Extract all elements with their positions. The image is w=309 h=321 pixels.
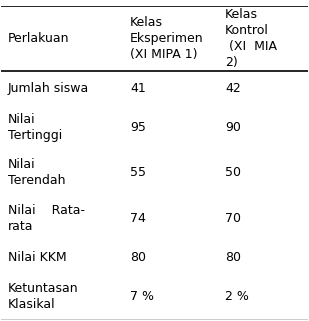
- Text: 7 %: 7 %: [130, 291, 154, 303]
- Text: Ketuntasan
Klasikal: Ketuntasan Klasikal: [7, 282, 78, 311]
- Text: Kelas
Kontrol
 (XI  MIA
2): Kelas Kontrol (XI MIA 2): [225, 8, 277, 69]
- Text: 95: 95: [130, 121, 146, 134]
- Text: 41: 41: [130, 82, 146, 95]
- Text: Jumlah siswa: Jumlah siswa: [7, 82, 89, 95]
- Text: 70: 70: [225, 212, 241, 225]
- Text: 80: 80: [130, 251, 146, 264]
- Text: Nilai    Rata-
rata: Nilai Rata- rata: [7, 204, 85, 233]
- Text: Nilai
Tertinggi: Nilai Tertinggi: [7, 113, 62, 142]
- Text: 55: 55: [130, 166, 146, 179]
- Text: Perlakuan: Perlakuan: [7, 32, 69, 45]
- Text: 50: 50: [225, 166, 241, 179]
- Text: 74: 74: [130, 212, 146, 225]
- Text: 90: 90: [225, 121, 241, 134]
- Text: Nilai
Terendah: Nilai Terendah: [7, 159, 65, 187]
- Text: 2 %: 2 %: [225, 291, 249, 303]
- Text: Kelas
Eksperimen
(XI MIPA 1): Kelas Eksperimen (XI MIPA 1): [130, 16, 204, 61]
- Text: Nilai KKM: Nilai KKM: [7, 251, 66, 264]
- Text: 42: 42: [225, 82, 241, 95]
- Text: 80: 80: [225, 251, 241, 264]
